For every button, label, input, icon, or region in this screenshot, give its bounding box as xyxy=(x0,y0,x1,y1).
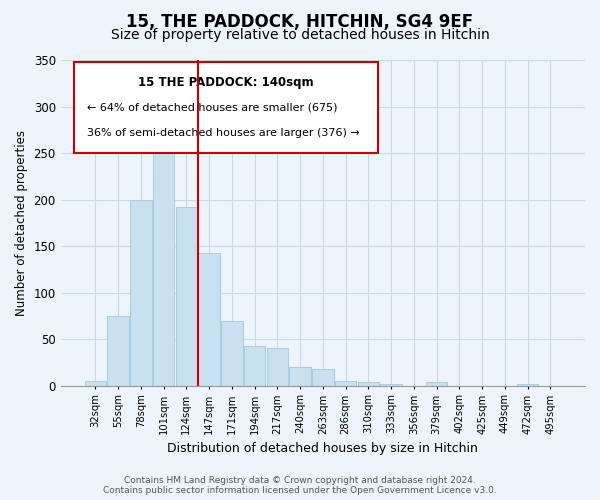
Text: Contains HM Land Registry data © Crown copyright and database right 2024.: Contains HM Land Registry data © Crown c… xyxy=(124,476,476,485)
X-axis label: Distribution of detached houses by size in Hitchin: Distribution of detached houses by size … xyxy=(167,442,478,455)
Bar xyxy=(358,382,379,386)
Bar xyxy=(221,320,242,386)
FancyBboxPatch shape xyxy=(74,62,378,153)
Bar xyxy=(517,384,538,386)
Bar xyxy=(266,348,288,386)
Bar xyxy=(312,369,334,386)
Bar xyxy=(244,346,265,386)
Text: Size of property relative to detached houses in Hitchin: Size of property relative to detached ho… xyxy=(110,28,490,42)
Bar xyxy=(426,382,448,386)
Text: Contains public sector information licensed under the Open Government Licence v3: Contains public sector information licen… xyxy=(103,486,497,495)
Text: 36% of semi-detached houses are larger (376) →: 36% of semi-detached houses are larger (… xyxy=(87,128,359,138)
Bar xyxy=(289,367,311,386)
Y-axis label: Number of detached properties: Number of detached properties xyxy=(15,130,28,316)
Bar xyxy=(176,207,197,386)
Text: 15, THE PADDOCK, HITCHIN, SG4 9EF: 15, THE PADDOCK, HITCHIN, SG4 9EF xyxy=(127,12,473,30)
Bar xyxy=(198,252,220,386)
Text: 15 THE PADDOCK: 140sqm: 15 THE PADDOCK: 140sqm xyxy=(138,76,314,90)
Text: ← 64% of detached houses are smaller (675): ← 64% of detached houses are smaller (67… xyxy=(87,102,337,113)
Bar xyxy=(130,200,152,386)
Bar xyxy=(153,142,175,386)
Bar xyxy=(380,384,402,386)
Bar xyxy=(85,381,106,386)
Bar xyxy=(335,381,356,386)
Bar xyxy=(107,316,129,386)
